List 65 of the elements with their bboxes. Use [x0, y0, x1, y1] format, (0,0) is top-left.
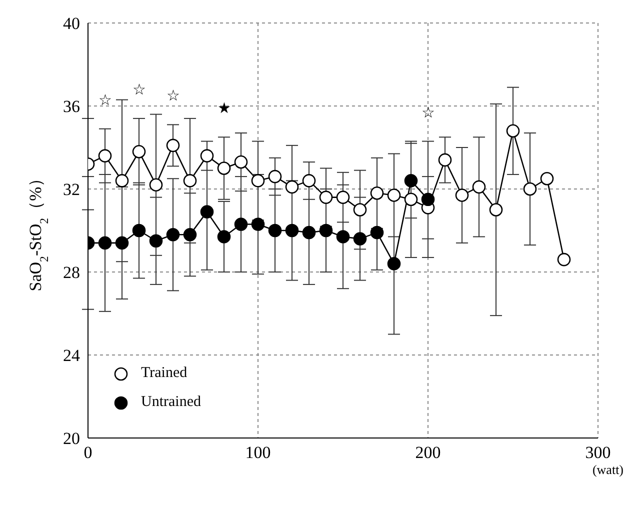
- y-tick-label: 32: [63, 180, 80, 200]
- point: [132, 224, 146, 238]
- y-tick-label: 20: [63, 429, 80, 448]
- y-tick-label: 24: [63, 346, 80, 366]
- point: [319, 190, 333, 204]
- point: [404, 174, 418, 188]
- point: [217, 230, 231, 244]
- point: [200, 205, 214, 218]
- point: [353, 232, 367, 246]
- annotation: ☆: [132, 82, 146, 98]
- point: [336, 190, 350, 204]
- point: [472, 180, 486, 194]
- point: [523, 182, 537, 196]
- point: [251, 174, 265, 188]
- point: [455, 188, 469, 202]
- point: [302, 174, 316, 188]
- point: [387, 257, 401, 270]
- y-tick-label: 40: [63, 14, 80, 34]
- point: [489, 203, 503, 216]
- point: [132, 145, 146, 158]
- point: [370, 226, 384, 240]
- point: [387, 188, 401, 202]
- point: [166, 228, 180, 242]
- x-tick-label: 100: [245, 443, 271, 462]
- point: [234, 218, 248, 231]
- x-axis-title: (watt): [592, 462, 624, 477]
- point: [285, 180, 299, 194]
- annotation: ☆: [422, 105, 434, 122]
- point: [234, 155, 248, 169]
- point: [217, 162, 231, 175]
- point: [285, 224, 299, 238]
- point: [438, 153, 452, 167]
- point: [302, 226, 316, 240]
- annotation: ☆: [166, 88, 180, 105]
- point: [268, 224, 282, 238]
- point: [115, 174, 129, 188]
- point: [200, 149, 214, 162]
- x-tick-label: 300: [585, 443, 611, 462]
- y-tick-label: 36: [63, 97, 80, 116]
- point: [336, 230, 350, 244]
- point: [506, 124, 520, 138]
- point: [98, 236, 112, 250]
- y-tick-label: 28: [63, 263, 80, 282]
- point: [404, 192, 418, 206]
- point: [557, 252, 571, 266]
- point: [540, 172, 554, 186]
- legend-label: Trained: [141, 365, 188, 382]
- annotation: ☆: [98, 92, 112, 109]
- legend-label: Untrained: [141, 394, 201, 411]
- point: [353, 203, 367, 216]
- point: [115, 236, 129, 250]
- point: [98, 149, 112, 162]
- point: [319, 224, 333, 238]
- point: [149, 178, 163, 192]
- point: [251, 218, 265, 231]
- x-tick-label: 0: [84, 443, 92, 462]
- point: [268, 170, 282, 184]
- point: [183, 228, 197, 242]
- annotation: ★: [218, 101, 230, 118]
- x-tick-label: 200: [415, 443, 441, 462]
- point: [370, 186, 384, 200]
- point: [183, 174, 197, 188]
- point: [149, 234, 163, 248]
- point: [166, 138, 180, 152]
- point: [421, 192, 435, 206]
